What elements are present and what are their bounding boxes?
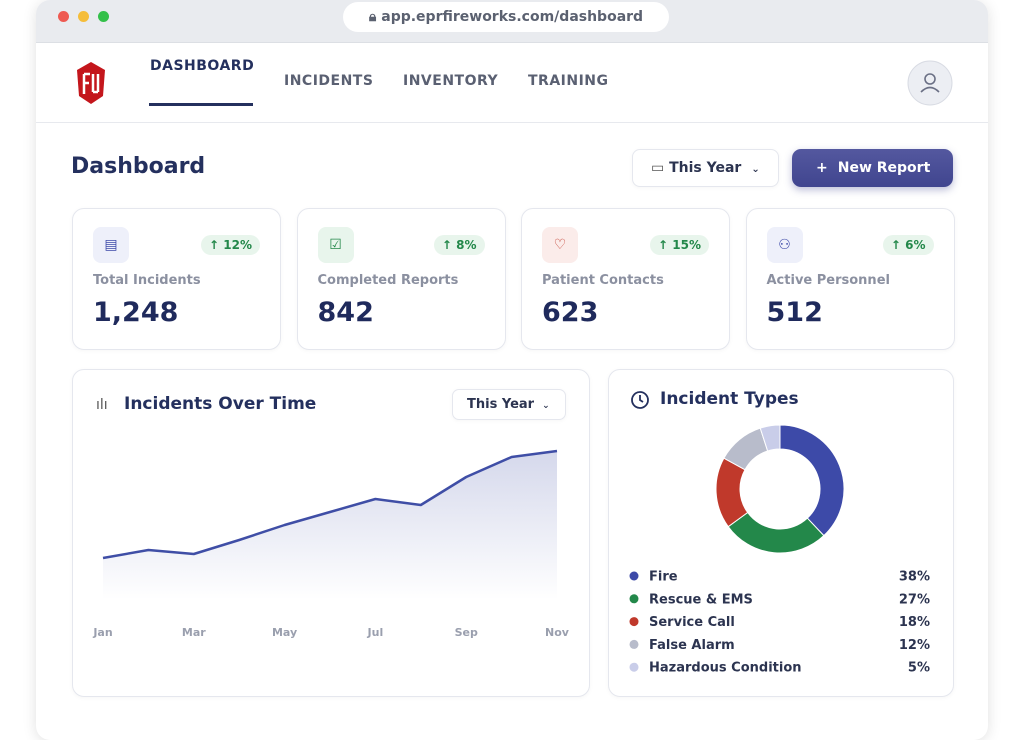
calendar-icon: ▭ (651, 160, 670, 176)
legend-value: 27% (899, 592, 930, 607)
kpi-card: ⚇ ↑ 6% Active Personnel 512 (745, 208, 955, 350)
chevron: ⌄ (751, 164, 760, 175)
filter-label: This Year (669, 160, 742, 176)
kpi-value: 623 (542, 297, 599, 328)
legend-value: 18% (899, 615, 930, 630)
new-report-button[interactable]: + New Report (792, 149, 953, 187)
button-label: New Report (837, 160, 931, 176)
legend-value: 12% (899, 638, 930, 653)
nav-tab[interactable]: DASHBOARD (150, 58, 255, 74)
legend-label: Service Call (649, 615, 735, 630)
plus-icon: + (816, 160, 828, 176)
legend-dot (629, 617, 639, 627)
kpi-change: ↑ 8% (433, 235, 485, 255)
nav-tab[interactable]: TRAINING (528, 73, 609, 89)
kpi-value: 842 (317, 297, 374, 328)
x-tick-label: Jan (92, 626, 112, 639)
legend-dot (629, 594, 639, 604)
kpi-label: Completed Reports (317, 273, 459, 288)
legend-label: Fire (649, 570, 678, 585)
kpi-change: ↑ 6% (882, 235, 934, 255)
close-dot[interactable] (58, 11, 69, 22)
page: 🔒︎ app.eprfireworks.com/dashboard DASHBO… (36, 0, 988, 697)
kpi-label: Active Personnel (766, 273, 890, 288)
browser-window: 🔒︎ app.eprfireworks.com/dashboard DASHBO… (36, 0, 988, 740)
chart-filter-label: This Year (467, 397, 535, 412)
kpi-icon: ⚇ (766, 227, 803, 263)
x-tick-label: May (272, 626, 297, 639)
tab-underline (149, 103, 253, 106)
donut-slice (759, 424, 781, 452)
legend-value: 5% (908, 661, 930, 676)
x-tick-label: Jul (367, 626, 384, 639)
logo (77, 62, 105, 104)
page-title: Dashboard (71, 154, 206, 179)
url: app.eprfireworks.com/dashboard (381, 9, 644, 25)
kpi-icon: ☑ (317, 227, 354, 263)
legend-label: False Alarm (649, 638, 735, 653)
legend-label: Rescue & EMS (649, 592, 753, 607)
area (103, 451, 557, 600)
kpi-label: Patient Contacts (542, 273, 664, 288)
min-dot[interactable] (78, 11, 89, 22)
nav-tab[interactable]: INCIDENTS (284, 73, 374, 89)
kpi-card: ▤ ↑ 12% Total Incidents 1,248 (72, 208, 281, 350)
x-tick-label: Nov (545, 626, 570, 639)
donut-slice (779, 424, 845, 537)
chart-filter[interactable]: This Year ⌄ (452, 389, 566, 420)
chevron: ⌄ (542, 401, 550, 411)
kpi-change: ↑ 15% (650, 235, 709, 255)
avatar[interactable] (907, 60, 953, 106)
lock: 🔒︎ (368, 9, 382, 25)
x-tick-label: Mar (182, 626, 206, 639)
kpi-icon: ♡ (542, 227, 578, 263)
clock-icon (631, 391, 649, 409)
filter-button[interactable]: ▭ This Year ⌄ (632, 149, 779, 187)
kpi-change: ↑ 12% (201, 235, 260, 255)
bar-icon: ılı (96, 397, 108, 413)
x-tick-label: Sep (455, 626, 478, 639)
url-bar[interactable]: 🔒︎ app.eprfireworks.com/dashboard (343, 2, 669, 32)
max-dot[interactable] (98, 11, 109, 22)
kpi-icon: ▤ (93, 227, 129, 263)
kpi-card: ♡ ↑ 15% Patient Contacts 623 (521, 208, 730, 350)
divider (36, 122, 988, 123)
panel-title: Incidents Over Time (124, 394, 317, 414)
kpi-value: 512 (766, 297, 823, 328)
legend-dot (629, 662, 639, 672)
charts: Jan Mar May Jul Sep Nov Fire 38% Rescue & EMS 27%… (92, 424, 930, 676)
legend-label: Hazardous Condition (649, 661, 802, 676)
kpi-value: 1,248 (93, 297, 179, 328)
legend-value: 38% (899, 570, 930, 585)
line (102, 449, 558, 560)
legend-dot (629, 639, 639, 649)
kpi-label: Total Incidents (93, 273, 201, 288)
panel-title: Incident Types (660, 389, 799, 409)
nav-tab[interactable]: INVENTORY (403, 73, 499, 89)
legend-dot (629, 571, 639, 581)
kpi-card: ☑ ↑ 8% Completed Reports 842 (296, 208, 506, 350)
browser-bar: 🔒︎ app.eprfireworks.com/dashboard (36, 0, 988, 43)
